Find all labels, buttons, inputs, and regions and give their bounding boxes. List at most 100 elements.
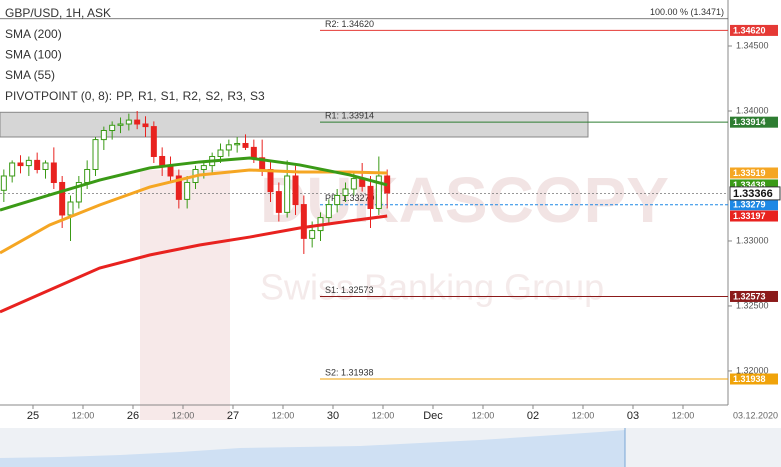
candle-body (75, 181, 82, 203)
sma-tag-bg (730, 179, 778, 191)
pivot-tag-bg (730, 373, 778, 385)
sma-tag: 1.33197 (733, 211, 766, 221)
candle-body (125, 119, 132, 125)
current-tag-bg (729, 186, 781, 201)
x-tick-label: 30 (327, 410, 339, 422)
x-tick-label: 12:00 (672, 410, 695, 420)
candle-body (117, 123, 124, 126)
candle-body (109, 124, 116, 131)
legend-pivot-item: S3 (250, 89, 265, 103)
candle-body (217, 149, 224, 157)
sma-tag-bg (730, 210, 778, 222)
sma-line (0, 156, 388, 212)
x-tick-label: 12:00 (272, 410, 295, 420)
sma-tag-bg (730, 167, 778, 179)
pivot-tag: 1.33914 (733, 117, 766, 127)
candle-body (292, 175, 299, 206)
pivot-tag: 1.32573 (733, 291, 766, 301)
candle-body (0, 175, 7, 191)
x-tick-label: 26 (127, 410, 139, 422)
candle-body (42, 162, 49, 170)
navigator-area (0, 430, 625, 467)
top-level-label: 100.00 % (1.3471) (650, 7, 724, 17)
pivot-tag: 1.33279 (733, 200, 766, 210)
candle-body (25, 159, 32, 167)
x-tick-label: 12:00 (72, 410, 95, 420)
navigator (0, 428, 781, 467)
legend-pivot-item: R1, (138, 89, 157, 103)
candle-body (184, 181, 191, 200)
pivot-label: PP: 1.33279 (325, 193, 375, 203)
legend-pivot-item: R3, (227, 89, 246, 103)
pivot-tag: 1.34620 (733, 25, 766, 35)
sma-tag: 1.33438 (733, 180, 766, 190)
candle-body (84, 168, 91, 183)
candle-body (342, 188, 349, 196)
x-tick-label: 12:00 (172, 410, 195, 420)
candle-body (300, 204, 307, 239)
candle-body (250, 146, 257, 159)
candle-body (234, 142, 241, 146)
legend-pivot-item: S1, (161, 89, 179, 103)
candle-body (350, 178, 357, 190)
sma-line (0, 214, 388, 314)
y-tick-label: 1.33000 (736, 235, 769, 245)
candle-body (9, 162, 16, 177)
candle-body (242, 142, 249, 148)
x-tick-label: 27 (227, 410, 239, 422)
candle-body (225, 144, 232, 151)
current-tag: 1.33366 (733, 188, 773, 200)
candle-body (92, 139, 99, 170)
pivot-tag-bg (730, 290, 778, 302)
y-tick-label: 1.32000 (736, 365, 769, 375)
candle-body (150, 126, 157, 157)
candle-body (175, 175, 182, 200)
pivot-tag-bg (730, 199, 778, 211)
y-tick-label: 1.34000 (736, 105, 769, 115)
candle-body (267, 168, 274, 193)
candle-body (34, 159, 41, 170)
watermark: DUKASCOPY Swiss Banking Group (140, 164, 669, 420)
candle-body (325, 204, 332, 219)
candle-body (367, 185, 374, 209)
sma-tag: 1.33519 (733, 168, 766, 178)
watermark-subtitle: Swiss Banking Group (260, 267, 604, 308)
pivot-tag-bg (730, 116, 778, 128)
x-end-label: 03.12.2020 (733, 410, 778, 420)
legend-entry: SMA (200) (5, 27, 62, 41)
x-tick-label: 12:00 (472, 410, 495, 420)
x-tick-label: 03 (627, 410, 639, 422)
candle-body (334, 194, 341, 206)
candle-body (59, 181, 66, 216)
chart-title: GBP/USD, 1H, ASK (5, 6, 111, 20)
candle-body (275, 191, 282, 213)
candle-body (67, 201, 74, 216)
x-tick-label: 12:00 (372, 410, 395, 420)
candle-body (159, 155, 166, 167)
pivot-label: S2: 1.31938 (325, 367, 374, 377)
pivot-label: R2: 1.34620 (325, 19, 374, 29)
candle-body (284, 175, 291, 213)
candle-body (100, 129, 107, 141)
pivot-label: R1: 1.33914 (325, 111, 374, 121)
pivot-tag-bg (730, 24, 778, 36)
pivot-tag: 1.31938 (733, 374, 766, 384)
x-tick-label: 25 (27, 410, 39, 422)
candle-body (142, 123, 149, 128)
legend-entry: SMA (55) (5, 68, 55, 82)
candle-body (134, 119, 141, 125)
candle-body (309, 230, 316, 239)
candle-body (50, 162, 57, 183)
candle-body (17, 162, 24, 167)
legend-pivot: PIVOTPOINT (0, 8): (5, 89, 112, 103)
legend-pivot-item: R2, (183, 89, 202, 103)
y-tick-label: 1.34500 (736, 40, 769, 50)
legend-pivot-item: S2, (205, 89, 223, 103)
legend-entry: SMA (100) (5, 48, 62, 62)
zone (0, 111, 589, 138)
x-tick-label: Dec (423, 410, 443, 422)
candle-body (375, 175, 382, 209)
watermark-logo (140, 170, 230, 420)
